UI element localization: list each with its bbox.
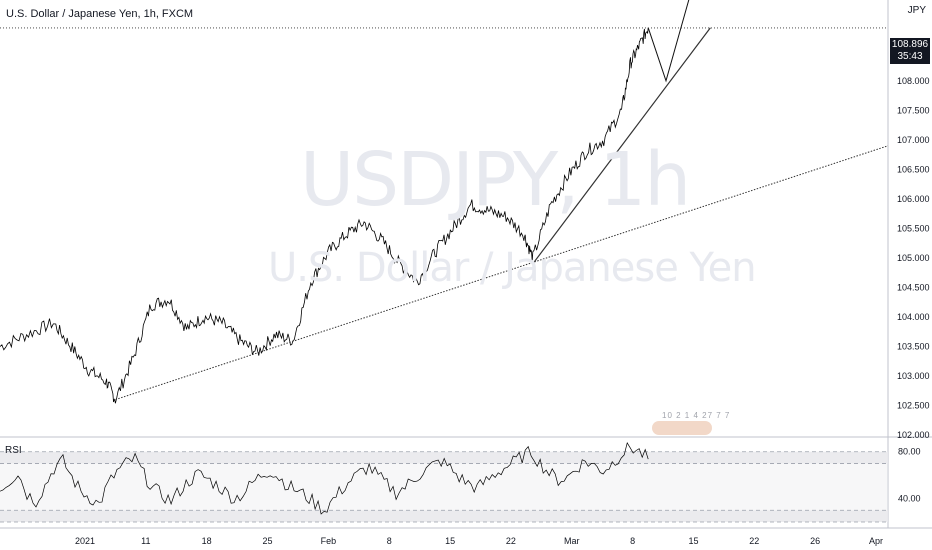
- time-tick-label: 15: [688, 536, 698, 546]
- price-tick-label: 103.000: [897, 371, 930, 381]
- time-tick-label: Apr: [869, 536, 883, 546]
- rsi-line: [0, 442, 649, 515]
- time-tick-label: Feb: [321, 536, 337, 546]
- time-tick-label: 26: [810, 536, 820, 546]
- rsi-label: RSI: [5, 445, 22, 456]
- price-tick-label: 106.000: [897, 194, 930, 204]
- rsi-tick-label: 80.00: [898, 447, 921, 457]
- price-series-line: [0, 27, 649, 404]
- bar-countdown: 35:43: [897, 51, 923, 62]
- price-tick-label: 102.500: [897, 400, 930, 410]
- time-tick-label: 22: [749, 536, 759, 546]
- price-tick-label: 106.500: [897, 164, 930, 174]
- price-tick-label: 105.000: [897, 253, 930, 263]
- rsi-tick-label: 40.00: [898, 494, 921, 504]
- time-tick-label: 8: [387, 536, 392, 546]
- chart-title: U.S. Dollar / Japanese Yen, 1h, FXCM: [6, 8, 194, 20]
- time-tick-label: 8: [630, 536, 635, 546]
- price-tick-label: 108.000: [897, 76, 930, 86]
- long-trendline: [115, 145, 889, 401]
- rsi-band: [0, 451, 888, 464]
- currency-label[interactable]: JPY: [907, 5, 926, 16]
- price-tick-label: 102.000: [897, 430, 930, 440]
- rsi-band: [0, 463, 888, 511]
- price-tick-label: 107.000: [897, 135, 930, 145]
- time-tick-label: 22: [506, 536, 516, 546]
- time-tick-label: 15: [445, 536, 455, 546]
- price-tick-label: 103.500: [897, 341, 930, 351]
- current-price: 108.896: [891, 39, 929, 50]
- time-tick-label: 2021: [75, 536, 95, 546]
- indicator-overlay-text: 10 2 1 4 27 7 7: [662, 411, 731, 420]
- price-tick-label: 104.000: [897, 312, 930, 322]
- price-tick-label: 107.500: [897, 105, 930, 115]
- current-price-badge: 108.896 35:43: [890, 38, 930, 64]
- price-tick-label: 105.500: [897, 223, 930, 233]
- watermark-name: U.S. Dollar / Japanese Yen: [268, 245, 757, 291]
- time-tick-label: Mar: [564, 536, 580, 546]
- short-trendline: [532, 27, 711, 265]
- indicator-logo: [652, 421, 712, 435]
- time-tick-label: 18: [202, 536, 212, 546]
- time-tick-label: 25: [263, 536, 273, 546]
- rsi-band: [0, 510, 888, 522]
- price-tick-label: 104.500: [897, 282, 930, 292]
- time-tick-label: 11: [141, 536, 150, 546]
- projection-path: [647, 0, 690, 83]
- watermark-symbol: USDJPY, 1h: [300, 137, 691, 223]
